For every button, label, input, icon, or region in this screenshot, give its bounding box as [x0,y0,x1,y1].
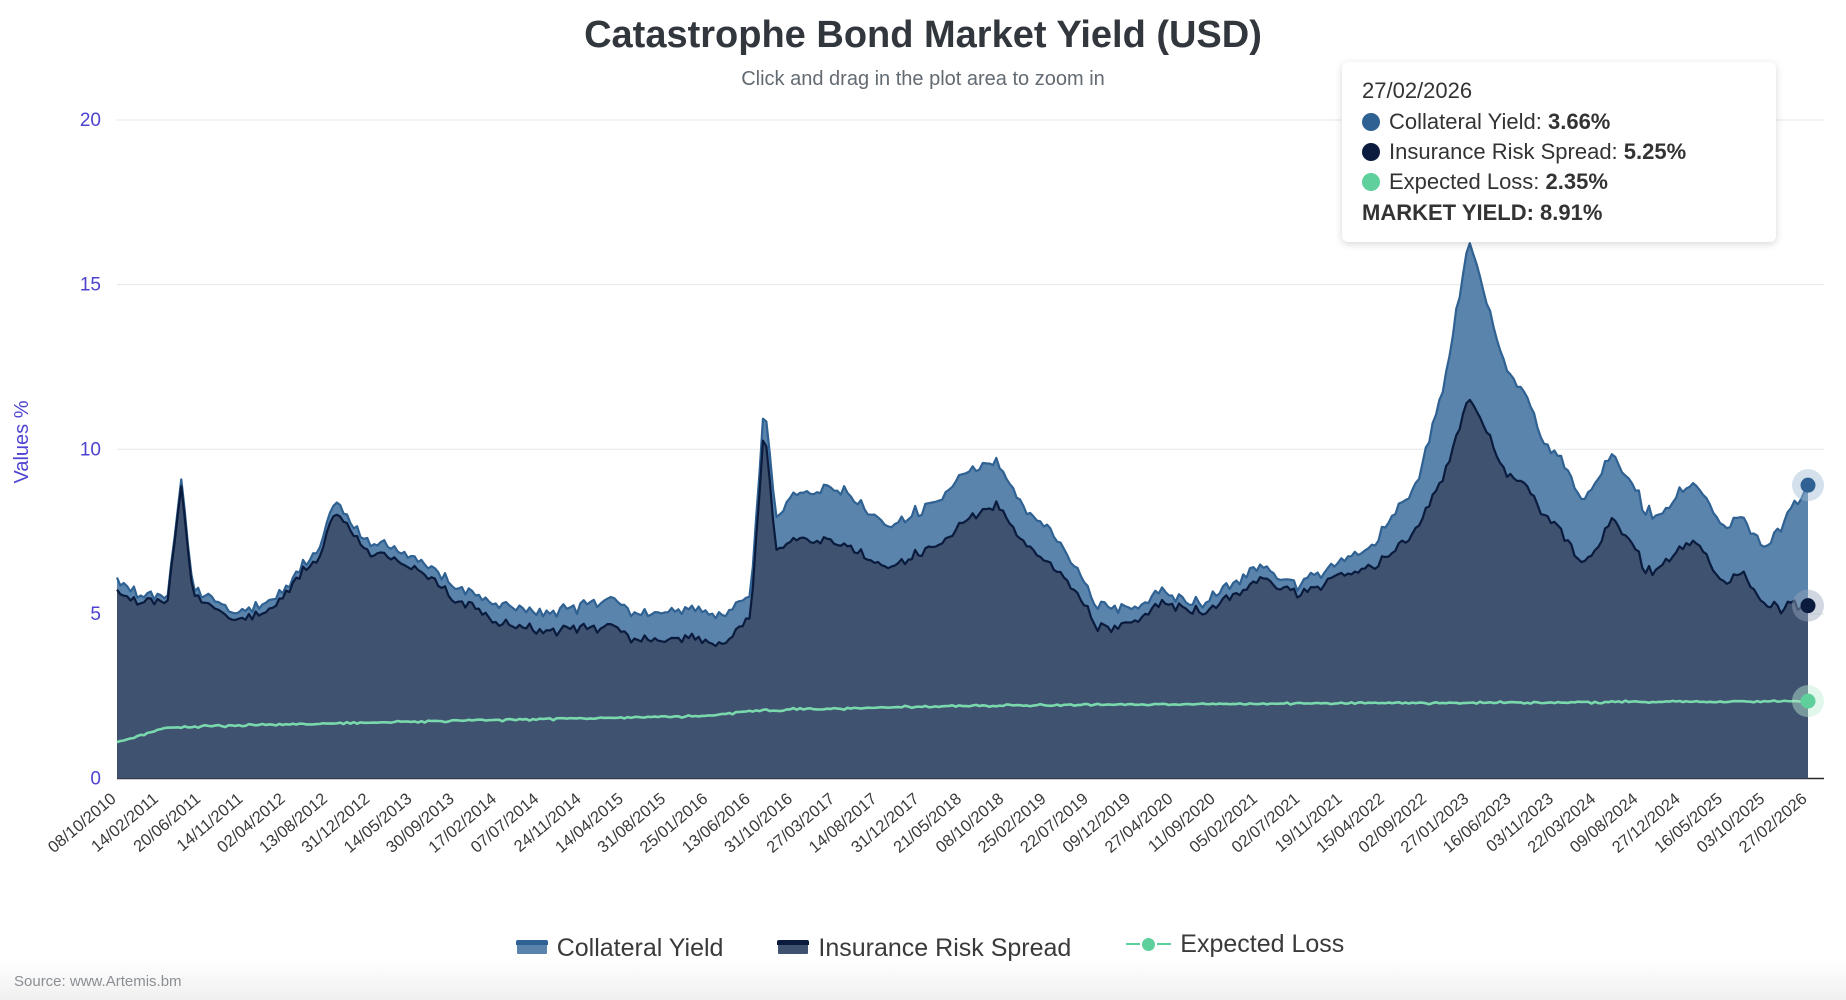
svg-text:10: 10 [80,439,101,460]
svg-text:Values %: Values % [11,400,33,483]
svg-text:20: 20 [80,110,101,131]
svg-text:0: 0 [90,769,101,790]
svg-text:5: 5 [90,604,101,625]
svg-text:15: 15 [80,275,101,296]
